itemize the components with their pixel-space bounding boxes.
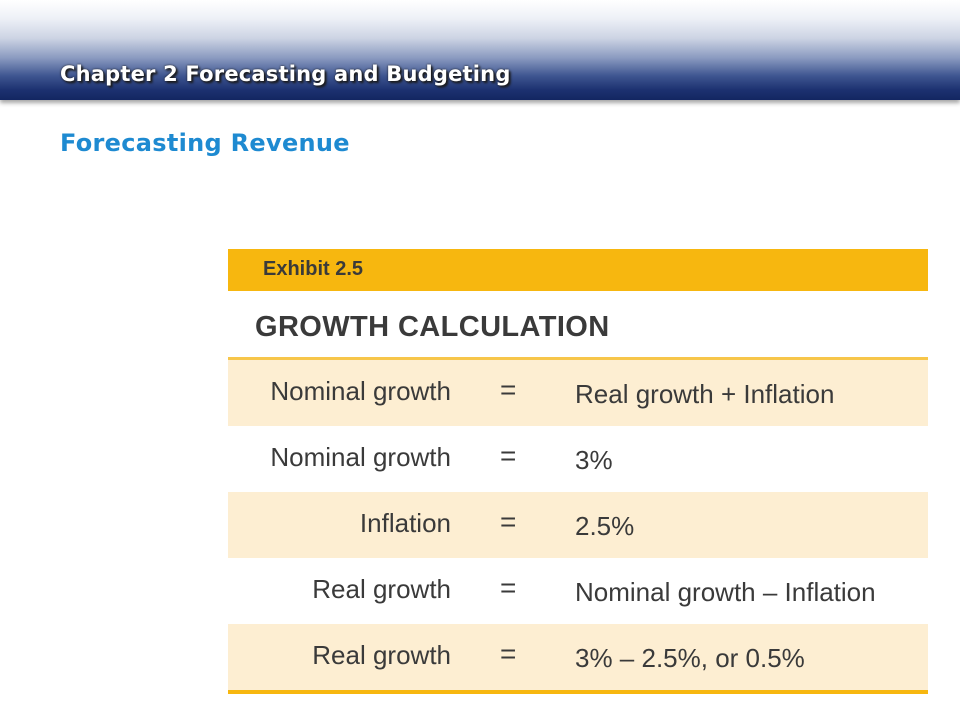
equation-row: Nominal growth = Real growth + Inflation (228, 360, 928, 426)
equation-lhs: Nominal growth (270, 442, 451, 472)
equals-sign: = (500, 506, 517, 537)
equation-rhs: Real growth + Inflation (575, 379, 835, 409)
heading-divider (228, 357, 928, 360)
equation-rhs: 3% (575, 445, 613, 475)
equation-row: Inflation = 2.5% (228, 492, 928, 558)
equation-row: Real growth = 3% – 2.5%, or 0.5% (228, 624, 928, 690)
equation-lhs: Real growth (312, 640, 451, 670)
equals-sign: = (500, 572, 517, 603)
equation-rhs: 3% – 2.5%, or 0.5% (575, 643, 805, 673)
equation-lhs: Real growth (312, 574, 451, 604)
chapter-title: Chapter 2 Forecasting and Budgeting (60, 62, 511, 86)
equation-row: Real growth = Nominal growth – Inflation (228, 558, 928, 624)
bottom-divider (228, 690, 928, 694)
equation-lhs: Inflation (359, 508, 451, 538)
equals-sign: = (500, 638, 517, 669)
exhibit-header-band: Exhibit 2.5 (228, 249, 928, 291)
equation-rhs: 2.5% (575, 511, 635, 541)
section-title: Forecasting Revenue (60, 129, 350, 157)
exhibit-label: Exhibit 2.5 (263, 258, 364, 280)
exhibit-table: Exhibit 2.5 GROWTH CALCULATION Nominal g… (228, 249, 928, 694)
equation-rows: Nominal growth = Real growth + Inflation… (228, 360, 928, 690)
equation-rhs: Nominal growth – Inflation (575, 577, 876, 607)
header-bar: Chapter 2 Forecasting and Budgeting (0, 0, 960, 100)
equals-sign: = (500, 440, 517, 471)
equals-sign: = (500, 374, 517, 405)
equation-row: Nominal growth = 3% (228, 426, 928, 492)
equation-lhs: Nominal growth (270, 376, 451, 406)
exhibit-heading: GROWTH CALCULATION (255, 311, 610, 343)
